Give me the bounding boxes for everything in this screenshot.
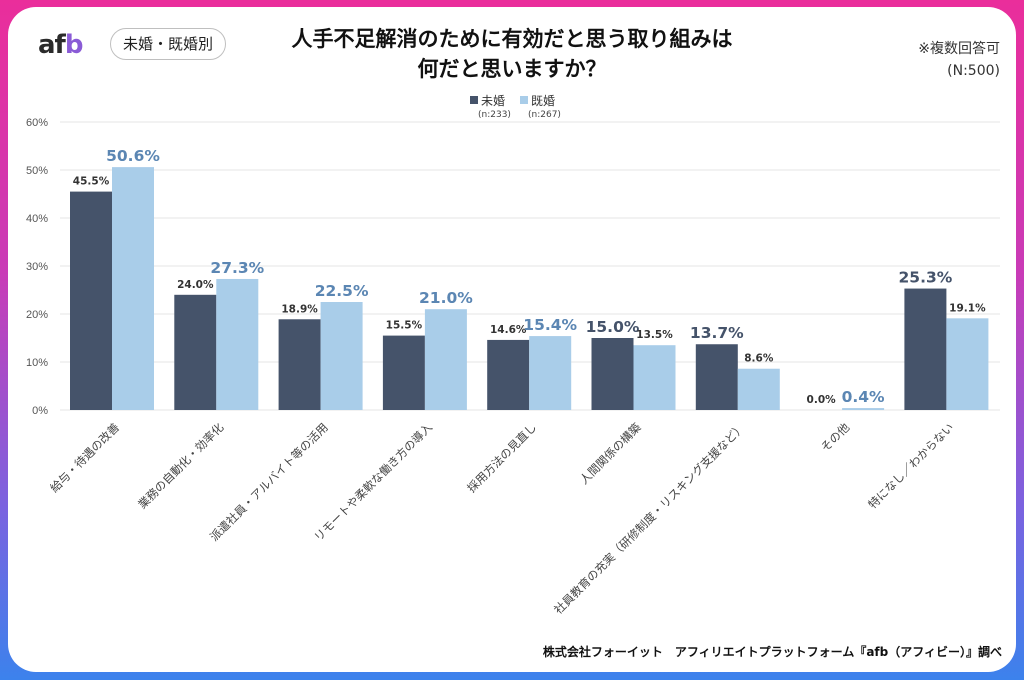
data-label: 15.0% <box>586 318 640 336</box>
bar-married <box>529 336 572 410</box>
bar-unmarried <box>382 335 425 410</box>
bar-married <box>737 368 780 410</box>
data-label: 50.6% <box>106 147 160 165</box>
y-tick-label: 20% <box>26 309 48 321</box>
bar-unmarried <box>904 288 947 410</box>
legend-n-married: (n:267) <box>528 110 561 120</box>
bar-married <box>424 309 467 410</box>
legend-swatch-unmarried <box>470 96 478 104</box>
x-category-label: リモートや柔軟な働き方の導入 <box>311 420 435 544</box>
bar-married <box>112 167 154 410</box>
x-category-label: 特になし／わからない <box>865 420 956 511</box>
y-tick-label: 60% <box>26 117 48 129</box>
x-category-label: 人間関係の構築 <box>577 420 644 487</box>
note: ※複数回答可 (N:500) <box>918 38 1000 82</box>
x-category-label: 採用方法の見直し <box>464 420 539 495</box>
legend-label-unmarried: 未婚 <box>481 94 506 108</box>
data-label: 14.6% <box>490 324 527 336</box>
bar-unmarried <box>70 191 112 410</box>
data-label: 22.5% <box>315 282 369 300</box>
bar-unmarried <box>591 338 634 410</box>
bar-unmarried <box>487 339 530 410</box>
legend-item-unmarried: 未婚 <box>470 92 505 109</box>
y-tick-label: 0% <box>32 405 48 417</box>
data-label: 15.4% <box>523 316 577 334</box>
chart-title: 人手不足解消のために有効だと思う取り組みは 何だと思いますか？ <box>200 24 824 84</box>
x-category-label: その他 <box>818 420 853 455</box>
data-label: 0.0% <box>807 394 837 406</box>
legend-swatch-married <box>520 96 528 104</box>
data-label: 45.5% <box>73 176 110 188</box>
data-label: 0.4% <box>842 388 885 406</box>
data-label: 24.0% <box>177 279 214 291</box>
bar-married <box>946 318 989 410</box>
data-label: 15.5% <box>386 320 423 332</box>
bar-unmarried <box>278 319 321 410</box>
bar-married <box>216 278 259 410</box>
y-tick-label: 40% <box>26 213 48 225</box>
x-category-label: 派遣社員・アルバイト等の活用 <box>207 420 331 544</box>
data-label: 27.3% <box>210 259 264 277</box>
title-line-1: 人手不足解消のために有効だと思う取り組みは <box>291 27 733 51</box>
logo-letter-b: b <box>64 30 84 60</box>
x-category-label: 業務の自動化・効率化 <box>135 420 227 512</box>
legend-label-married: 既婚 <box>531 94 556 108</box>
data-label: 25.3% <box>899 269 953 287</box>
legend-n-unmarried: (n:233) <box>478 110 511 120</box>
y-tick-label: 10% <box>26 357 48 369</box>
sample-size: (N:500) <box>947 63 1000 79</box>
data-label: 19.1% <box>949 302 986 314</box>
source-footer: 株式会社フォーイット アフィリエイトプラットフォーム『afb（アフィビー）』調べ <box>542 645 1002 659</box>
bar-unmarried <box>695 344 738 410</box>
logo-text: afb <box>38 30 84 60</box>
bar-married <box>320 302 363 410</box>
afb-logo: afb <box>38 30 84 60</box>
data-label: 13.5% <box>636 329 673 341</box>
legend-item-married: 既婚 <box>520 92 555 109</box>
data-label: 8.6% <box>744 353 774 365</box>
data-label: 18.9% <box>281 303 318 315</box>
bar-married <box>842 408 885 410</box>
bar-married <box>633 345 676 410</box>
bar-unmarried <box>174 294 217 410</box>
x-category-label: 社員教育の充実（研修制度・リスキング支援など） <box>551 420 748 617</box>
multiple-answer-note: ※複数回答可 <box>918 41 1000 57</box>
y-tick-label: 50% <box>26 165 48 177</box>
data-label: 21.0% <box>419 289 473 307</box>
data-label: 13.7% <box>690 324 744 342</box>
y-tick-label: 30% <box>26 261 48 273</box>
title-line-2: 何だと思いますか？ <box>417 57 607 81</box>
x-category-label: 給与・待遇の改善 <box>47 420 122 495</box>
segment-tag: 未婚・既婚別 <box>110 28 227 60</box>
